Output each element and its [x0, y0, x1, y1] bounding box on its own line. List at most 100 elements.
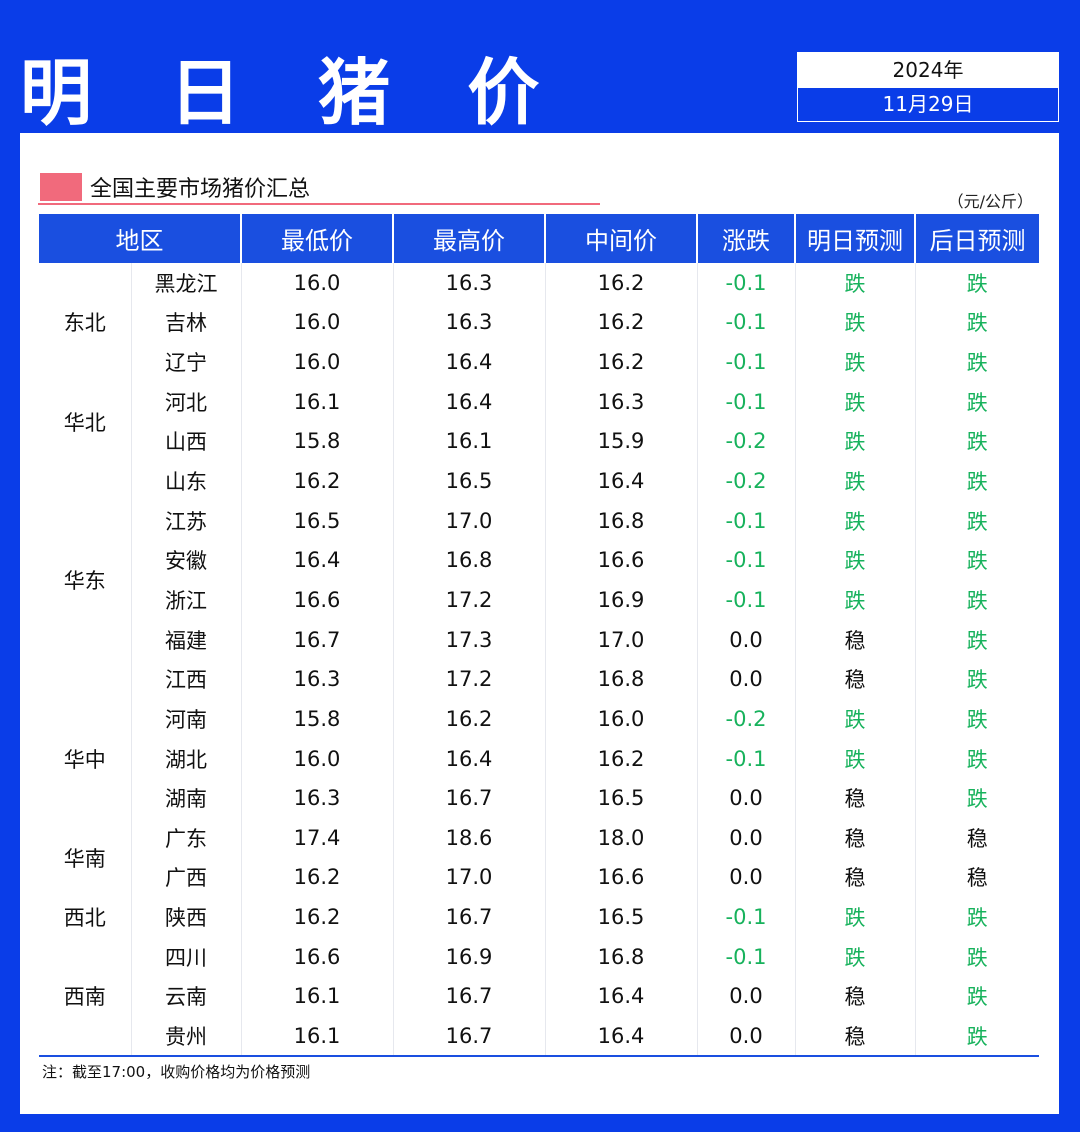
low-price-cell: 16.7 — [240, 619, 393, 660]
table-row: 江西 16.3 17.2 16.8 0.0 稳跌 — [39, 659, 1039, 700]
after-forecast-cell: 跌 — [914, 659, 1039, 700]
tomorrow-forecast-cell: 稳 — [794, 619, 915, 660]
low-price-cell: 16.1 — [240, 381, 393, 422]
after-forecast-cell: 跌 — [914, 342, 1039, 382]
tomorrow-forecast-cell: 跌 — [794, 421, 915, 462]
table-row: 湖南 16.3 16.7 16.5 0.0 稳跌 — [39, 778, 1039, 818]
content-panel: 全国主要市场猪价汇总 （元/公斤） 地区 最低价 最高价 中间价 涨跌 明日预测… — [20, 133, 1059, 1114]
mid-price-cell: 16.6 — [544, 857, 697, 898]
table-row: 辽宁 16.0 16.4 16.2 -0.1 跌跌 — [39, 342, 1039, 382]
region-cell: 西北 — [63, 906, 106, 931]
mid-price-cell: 16.8 — [544, 659, 697, 700]
table-row: 安徽 16.4 16.8 16.6 -0.1 跌跌 — [39, 540, 1039, 581]
low-price-cell: 16.1 — [240, 976, 393, 1017]
high-price-cell: 16.8 — [392, 540, 545, 581]
high-price-cell: 16.7 — [392, 976, 545, 1017]
low-price-cell: 16.3 — [240, 778, 393, 818]
province-cell: 贵州 — [130, 1016, 241, 1056]
low-price-cell: 16.5 — [240, 500, 393, 541]
province-cell: 四川 — [130, 936, 241, 977]
col-header-mid: 中间价 — [544, 214, 697, 263]
high-price-cell: 16.4 — [392, 738, 545, 779]
after-forecast-cell: 跌 — [914, 421, 1039, 462]
high-price-cell: 16.2 — [392, 699, 545, 739]
change-cell: 0.0 — [696, 976, 795, 1017]
change-cell: -0.1 — [696, 540, 795, 581]
region-cell: 华南 — [63, 846, 106, 871]
low-price-cell: 16.3 — [240, 659, 393, 700]
section-header: 全国主要市场猪价汇总 — [40, 171, 310, 203]
high-price-cell: 17.0 — [392, 500, 545, 541]
high-price-cell: 18.6 — [392, 817, 545, 858]
after-forecast-cell: 跌 — [914, 500, 1039, 541]
tomorrow-forecast-cell: 稳 — [794, 659, 915, 700]
table-row: 西北 陕西 16.2 16.7 16.5 -0.1 跌跌 — [39, 897, 1039, 937]
date-year: 2024年 — [798, 53, 1058, 88]
low-price-cell: 16.0 — [240, 263, 393, 303]
change-cell: -0.1 — [696, 342, 795, 382]
high-price-cell: 16.1 — [392, 421, 545, 462]
page-title: 明 日 猪 价 — [20, 51, 566, 135]
table-body: 东北 黑龙江 16.0 16.3 16.2 -0.1 跌跌吉林 16.0 16.3 16.2 -0.… — [39, 263, 1039, 1056]
tomorrow-forecast-cell: 跌 — [794, 461, 915, 501]
change-cell: -0.2 — [696, 461, 795, 501]
tomorrow-forecast-cell: 跌 — [794, 580, 915, 620]
mid-price-cell: 16.2 — [544, 342, 697, 382]
mid-price-cell: 16.6 — [544, 540, 697, 581]
region-cell: 华中 — [63, 747, 106, 772]
low-price-cell: 16.2 — [240, 857, 393, 898]
after-forecast-cell: 跌 — [914, 619, 1039, 660]
tomorrow-forecast-cell: 跌 — [794, 540, 915, 581]
mid-price-cell: 16.3 — [544, 381, 697, 422]
low-price-cell: 17.4 — [240, 817, 393, 858]
date-day: 11月29日 — [798, 88, 1058, 121]
tomorrow-forecast-cell: 跌 — [794, 936, 915, 977]
section-marker — [40, 173, 82, 201]
change-cell: 0.0 — [696, 778, 795, 818]
change-cell: 0.0 — [696, 857, 795, 898]
tomorrow-forecast-cell: 跌 — [794, 500, 915, 541]
mid-price-cell: 16.8 — [544, 500, 697, 541]
col-header-low: 最低价 — [240, 214, 393, 263]
high-price-cell: 16.7 — [392, 778, 545, 818]
table-row: 浙江 16.6 17.2 16.9 -0.1 跌跌 — [39, 580, 1039, 620]
mid-price-cell: 16.4 — [544, 461, 697, 501]
after-forecast-cell: 稳 — [914, 817, 1039, 858]
high-price-cell: 17.3 — [392, 619, 545, 660]
after-forecast-cell: 跌 — [914, 976, 1039, 1017]
change-cell: 0.0 — [696, 1016, 795, 1056]
change-cell: -0.1 — [696, 381, 795, 422]
region-cell: 华东 — [63, 569, 106, 594]
table-row: 华中 河南 15.8 16.2 16.0 -0.2 跌跌 — [39, 699, 1039, 772]
tomorrow-forecast-cell: 跌 — [794, 738, 915, 779]
high-price-cell: 17.2 — [392, 580, 545, 620]
province-cell: 广西 — [130, 857, 241, 898]
change-cell: -0.1 — [696, 936, 795, 977]
change-cell: 0.0 — [696, 817, 795, 858]
low-price-cell: 16.6 — [240, 936, 393, 977]
region-cell: 西南 — [63, 985, 106, 1010]
tomorrow-forecast-cell: 跌 — [794, 342, 915, 382]
after-forecast-cell: 跌 — [914, 897, 1039, 937]
mid-price-cell: 15.9 — [544, 421, 697, 462]
tomorrow-forecast-cell: 跌 — [794, 263, 915, 303]
mid-price-cell: 17.0 — [544, 619, 697, 660]
province-cell: 河南 — [130, 699, 241, 739]
tomorrow-forecast-cell: 稳 — [794, 857, 915, 898]
tomorrow-forecast-cell: 跌 — [794, 897, 915, 937]
tomorrow-forecast-cell: 稳 — [794, 1016, 915, 1056]
tomorrow-forecast-cell: 跌 — [794, 699, 915, 739]
after-forecast-cell: 跌 — [914, 1016, 1039, 1056]
province-cell: 浙江 — [130, 580, 241, 620]
footnote: 注：截至17:00，收购价格均为价格预测 — [42, 1063, 311, 1081]
after-forecast-cell: 跌 — [914, 778, 1039, 818]
province-cell: 江西 — [130, 659, 241, 700]
high-price-cell: 16.3 — [392, 263, 545, 303]
section-title: 全国主要市场猪价汇总 — [90, 177, 311, 202]
high-price-cell: 16.5 — [392, 461, 545, 501]
unit-label: （元/公斤） — [947, 192, 1033, 211]
table-row: 江苏 16.5 17.0 16.8 -0.1 跌跌 — [39, 500, 1039, 541]
change-cell: -0.1 — [696, 302, 795, 343]
change-cell: -0.1 — [696, 738, 795, 779]
province-cell: 河北 — [130, 381, 241, 422]
